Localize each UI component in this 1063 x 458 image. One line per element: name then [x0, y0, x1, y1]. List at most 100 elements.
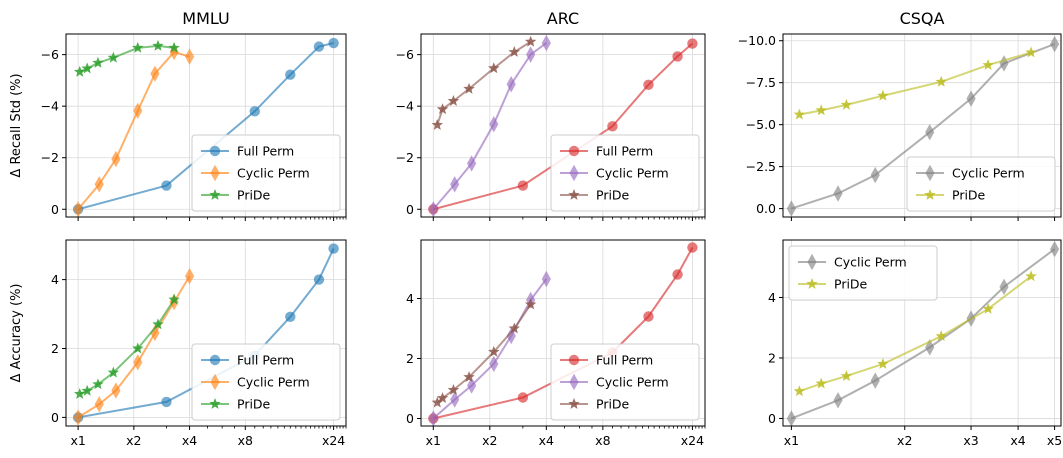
data-point	[150, 65, 160, 82]
series-pride	[74, 39, 180, 77]
data-point	[1049, 35, 1060, 53]
data-point	[793, 108, 806, 120]
legend-entry: Cyclic Perm	[560, 164, 669, 182]
legend-label: Cyclic Perm	[834, 255, 907, 270]
legend-entry: Cyclic Perm	[201, 164, 310, 182]
x-tick-label: x3	[963, 433, 978, 448]
data-point	[672, 269, 683, 280]
legend-marker	[569, 164, 579, 182]
series-line	[77, 248, 335, 419]
data-point	[447, 95, 460, 106]
y-tick-label: −5.0	[746, 117, 776, 132]
panel-arc-recall: 0 −2 −4 −6 ARC Full Perm Cyclic Perm PriDe	[396, 9, 706, 221]
plot-frame	[65, 33, 347, 218]
legend-entry: Cyclic Perm	[798, 253, 907, 271]
legend-label: Cyclic Perm	[596, 166, 669, 181]
data-point	[815, 104, 827, 116]
plot-frame	[420, 33, 706, 218]
data-point	[133, 354, 143, 371]
data-point	[313, 274, 325, 285]
legend-label: Full Perm	[596, 144, 653, 159]
data-point	[184, 267, 195, 285]
legend-label: PriDe	[596, 397, 630, 412]
legend-marker	[806, 278, 818, 289]
data-point	[133, 102, 143, 120]
data-point	[982, 302, 994, 314]
legend: Cyclic Perm PriDe	[906, 156, 1056, 212]
data-point	[1025, 270, 1037, 282]
data-point	[966, 90, 976, 107]
x-tick-label: x2	[482, 433, 497, 448]
data-point	[107, 366, 120, 378]
data-point	[94, 396, 104, 413]
data-point	[935, 330, 947, 342]
series-pride	[74, 293, 180, 399]
y-tick-label: −10.0	[738, 33, 776, 48]
data-point	[152, 318, 164, 330]
legend: Full Perm Cyclic Perm PriDe	[550, 343, 700, 421]
y-tick-label: 0	[51, 410, 59, 425]
legend-label: PriDe	[596, 188, 630, 203]
legend-marker	[568, 354, 580, 366]
data-point	[786, 200, 796, 217]
x-tick-label: x1	[426, 433, 441, 448]
data-point	[935, 75, 947, 87]
data-point	[793, 385, 806, 397]
legend: Full Perm Cyclic Perm PriDe	[191, 343, 341, 421]
data-point	[285, 311, 296, 323]
data-point	[313, 41, 325, 52]
data-point	[168, 293, 180, 305]
series-pride	[793, 270, 1037, 397]
legend-marker	[209, 145, 221, 157]
data-point	[982, 59, 994, 70]
legend-entry: PriDe	[201, 188, 271, 203]
y-tick-label: 0.0	[756, 201, 776, 216]
legend-marker	[209, 398, 221, 409]
legend-label: PriDe	[834, 277, 868, 292]
legend-entry: Full Perm	[560, 353, 653, 368]
legend: Cyclic Perm PriDe	[788, 245, 938, 301]
series-pride	[793, 46, 1037, 120]
y-tick-label: −2.5	[746, 159, 776, 174]
y-tick-label: 2	[51, 341, 59, 356]
legend-marker	[210, 164, 220, 182]
data-point	[840, 370, 853, 381]
legend-label: PriDe	[952, 188, 986, 203]
data-point	[526, 46, 536, 63]
x-tick-label: x2	[897, 433, 912, 448]
y-tick-label: −4	[41, 99, 59, 114]
data-point	[672, 51, 683, 62]
data-point	[506, 327, 516, 345]
legend-entry: PriDe	[201, 397, 271, 412]
data-point	[285, 69, 296, 80]
data-point	[132, 342, 144, 354]
data-point	[833, 185, 843, 202]
data-point	[428, 201, 438, 218]
grid	[421, 240, 705, 426]
legend-entry: Full Perm	[201, 144, 294, 159]
series-line	[79, 299, 175, 395]
legend-frame	[788, 245, 938, 301]
data-point	[1049, 240, 1060, 258]
series-line	[799, 51, 1032, 116]
data-point	[463, 82, 475, 94]
data-point	[999, 55, 1009, 72]
data-point	[840, 98, 853, 110]
data-point	[467, 377, 477, 394]
plot-frame	[782, 239, 1062, 427]
x-tick-label: x4	[539, 433, 554, 448]
panel-title: CSQA	[900, 9, 945, 28]
data-point	[870, 372, 880, 389]
data-point	[643, 311, 654, 322]
legend-label: Cyclic Perm	[237, 375, 310, 390]
data-point	[999, 278, 1009, 296]
data-point	[508, 46, 520, 57]
data-point	[150, 324, 160, 342]
y-tick-label: −4	[396, 99, 414, 114]
data-point	[925, 124, 935, 141]
data-point	[428, 410, 438, 427]
data-point	[81, 384, 93, 396]
data-point	[436, 392, 449, 403]
legend-frame	[550, 134, 700, 212]
